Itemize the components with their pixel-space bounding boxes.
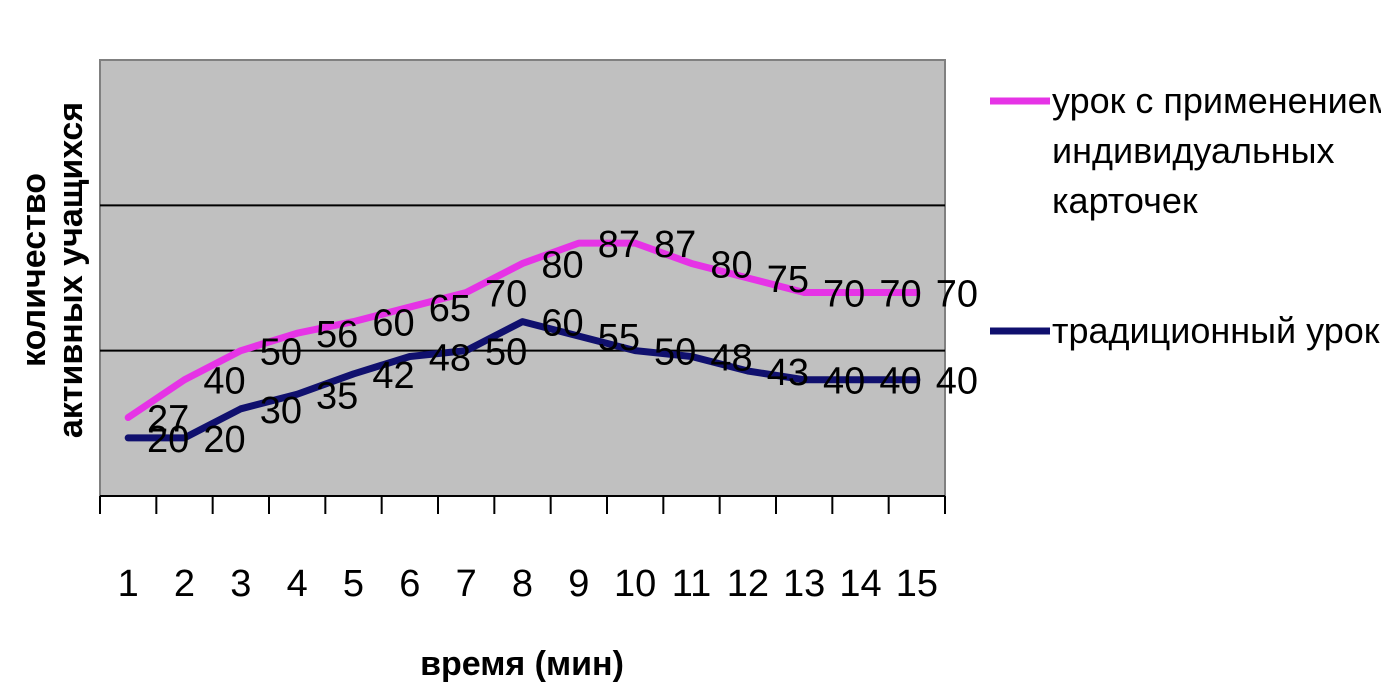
data-label: 65	[429, 288, 471, 330]
data-label: 75	[767, 259, 809, 301]
data-label: 80	[541, 244, 583, 286]
x-tick-label: 5	[343, 563, 364, 605]
x-tick-label: 14	[839, 563, 881, 605]
series-line-1	[124, 239, 921, 422]
data-label: 48	[429, 337, 471, 379]
x-tick-label: 1	[118, 563, 139, 605]
data-label: 50	[654, 332, 696, 374]
data-label: 40	[936, 361, 978, 403]
legend: урок с применением индивидуальных карточек…	[990, 80, 1381, 351]
legend-label: карточек	[1052, 180, 1198, 221]
data-label: 40	[823, 361, 865, 403]
plot-area	[99, 59, 946, 497]
x-tick-label: 9	[568, 563, 589, 605]
data-label: 30	[260, 390, 302, 432]
series-lines	[124, 239, 921, 442]
x-tick-label: 12	[727, 563, 769, 605]
data-label: 40	[203, 361, 245, 403]
x-tick-label: 13	[783, 563, 825, 605]
data-label: 60	[372, 303, 414, 345]
x-tick-label: 6	[399, 563, 420, 605]
y-axis-title-line1: количество	[15, 173, 53, 367]
data-label: 42	[372, 355, 414, 397]
data-label: 27	[147, 399, 189, 441]
data-label: 50	[485, 332, 527, 374]
x-tick-label: 3	[230, 563, 251, 605]
x-tick-label: 7	[456, 563, 477, 605]
data-label: 20	[147, 419, 189, 461]
data-label: 70	[879, 274, 921, 316]
data-label: 48	[710, 337, 752, 379]
data-label: 87	[598, 224, 640, 266]
data-label: 20	[203, 419, 245, 461]
data-label: 70	[485, 274, 527, 316]
series-line-2	[124, 318, 921, 442]
data-label: 50	[260, 332, 302, 374]
x-axis-title: время (мин)	[420, 645, 624, 683]
data-label: 40	[879, 361, 921, 403]
data-label: 70	[936, 274, 978, 316]
data-label: 35	[316, 375, 358, 417]
x-tick-label: 2	[174, 563, 195, 605]
data-label: 70	[823, 274, 865, 316]
y-axis-title-line2: активных учащихся	[52, 102, 90, 438]
x-tick-label: 11	[672, 563, 711, 605]
x-tick-label: 15	[896, 563, 938, 605]
legend-label: традиционный урок	[1052, 310, 1380, 351]
data-label: 55	[598, 317, 640, 359]
data-label: 80	[710, 244, 752, 286]
data-label: 60	[541, 303, 583, 345]
legend-label: урок с применением	[1052, 80, 1381, 121]
legend-label: индивидуальных	[1052, 130, 1334, 171]
data-labels: 27 40 50 56 60 65 70 80 87 87 80 75 70 70 70 20 20 30 35 42…	[147, 224, 978, 461]
data-label: 43	[767, 352, 809, 394]
data-label: 56	[316, 314, 358, 356]
x-tick-label: 10	[614, 563, 656, 605]
data-label: 87	[654, 224, 696, 266]
x-axis: 1 2 3 4 5 6 7 8 9 10 11 12 13 14 15	[99, 495, 946, 605]
x-tick-label: 8	[512, 563, 533, 605]
x-tick-label: 4	[287, 563, 308, 605]
